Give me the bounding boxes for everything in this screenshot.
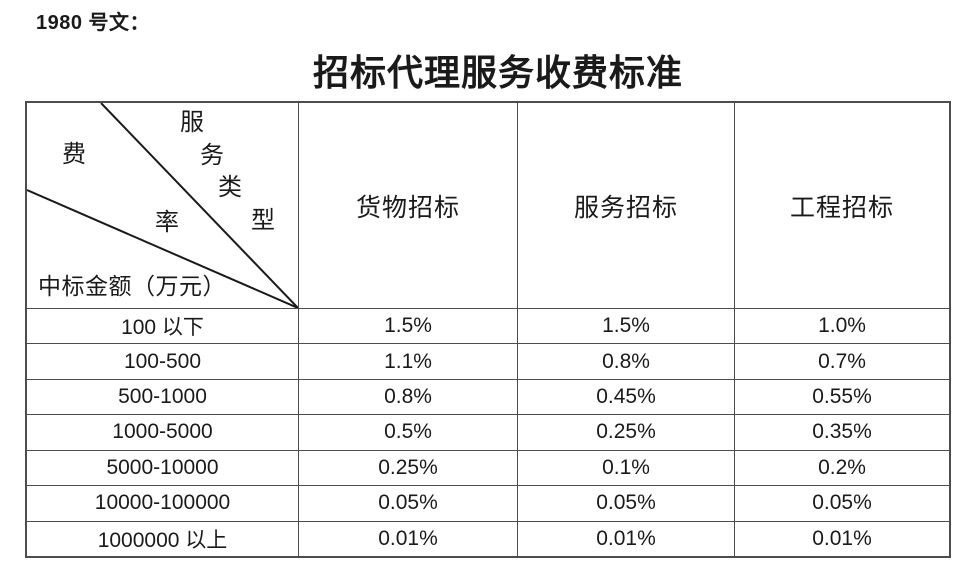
service-type-label-char: 型 [251, 208, 275, 234]
fee-value-cell: 1.0% [734, 308, 949, 344]
column-header-engineering: 工程招标 [734, 103, 949, 308]
fee-value-cell: 0.35% [734, 414, 949, 450]
fee-value-cell: 0.5% [298, 414, 517, 450]
fee-value-cell: 0.01% [734, 520, 949, 556]
fee-value-cell: 0.25% [298, 449, 517, 486]
fee-value-cell: 0.05% [298, 485, 517, 521]
column-header-service: 服务招标 [517, 103, 734, 308]
fee-rate-label-char: 费 [62, 142, 86, 168]
table-row-label: 100 以下 [27, 308, 298, 343]
fee-value-cell: 0.45% [517, 378, 734, 415]
page-title: 招标代理服务收费标准 [312, 53, 683, 93]
fee-value-cell: 0.05% [734, 485, 949, 521]
fee-value-cell: 0.01% [517, 520, 734, 556]
fee-value-cell: 1.5% [517, 308, 734, 344]
fee-value-cell: 0.1% [517, 449, 734, 486]
table-row-label: 10000-100000 [27, 485, 298, 520]
document-reference-number: 1980 号文： [36, 12, 151, 34]
fee-value-cell: 0.25% [517, 414, 734, 450]
fee-rate-label-char: 率 [155, 210, 179, 236]
table-row-label: 1000000 以上 [27, 520, 298, 556]
fee-value-cell: 0.05% [517, 485, 734, 521]
service-type-label-char: 类 [218, 175, 242, 201]
fee-value-cell: 0.2% [734, 449, 949, 486]
fee-standard-table: 服 务 类 型 费 率 中标金额（万元） 货物招标 服务招标 工程招标 100 … [25, 101, 951, 558]
table-row-label: 100-500 [27, 343, 298, 378]
fee-value-cell: 0.55% [734, 378, 949, 415]
fee-value-cell: 0.8% [298, 378, 517, 415]
service-type-label-char: 务 [200, 143, 224, 169]
fee-value-cell: 0.7% [734, 343, 949, 379]
diagonal-divider-lines [27, 103, 298, 308]
table-row-label: 500-1000 [27, 378, 298, 414]
fee-value-cell: 0.8% [517, 343, 734, 379]
service-type-label-char: 服 [180, 110, 204, 136]
diagonal-header-cell: 服 务 类 型 费 率 中标金额（万元） [27, 103, 298, 308]
table-row-label: 1000-5000 [27, 414, 298, 449]
fee-value-cell: 0.01% [298, 520, 517, 556]
bid-amount-label: 中标金额（万元） [38, 274, 226, 299]
fee-value-cell: 1.1% [298, 343, 517, 379]
fee-value-cell: 1.5% [298, 308, 517, 344]
column-header-goods: 货物招标 [298, 103, 517, 308]
table-row-label: 5000-10000 [27, 449, 298, 485]
